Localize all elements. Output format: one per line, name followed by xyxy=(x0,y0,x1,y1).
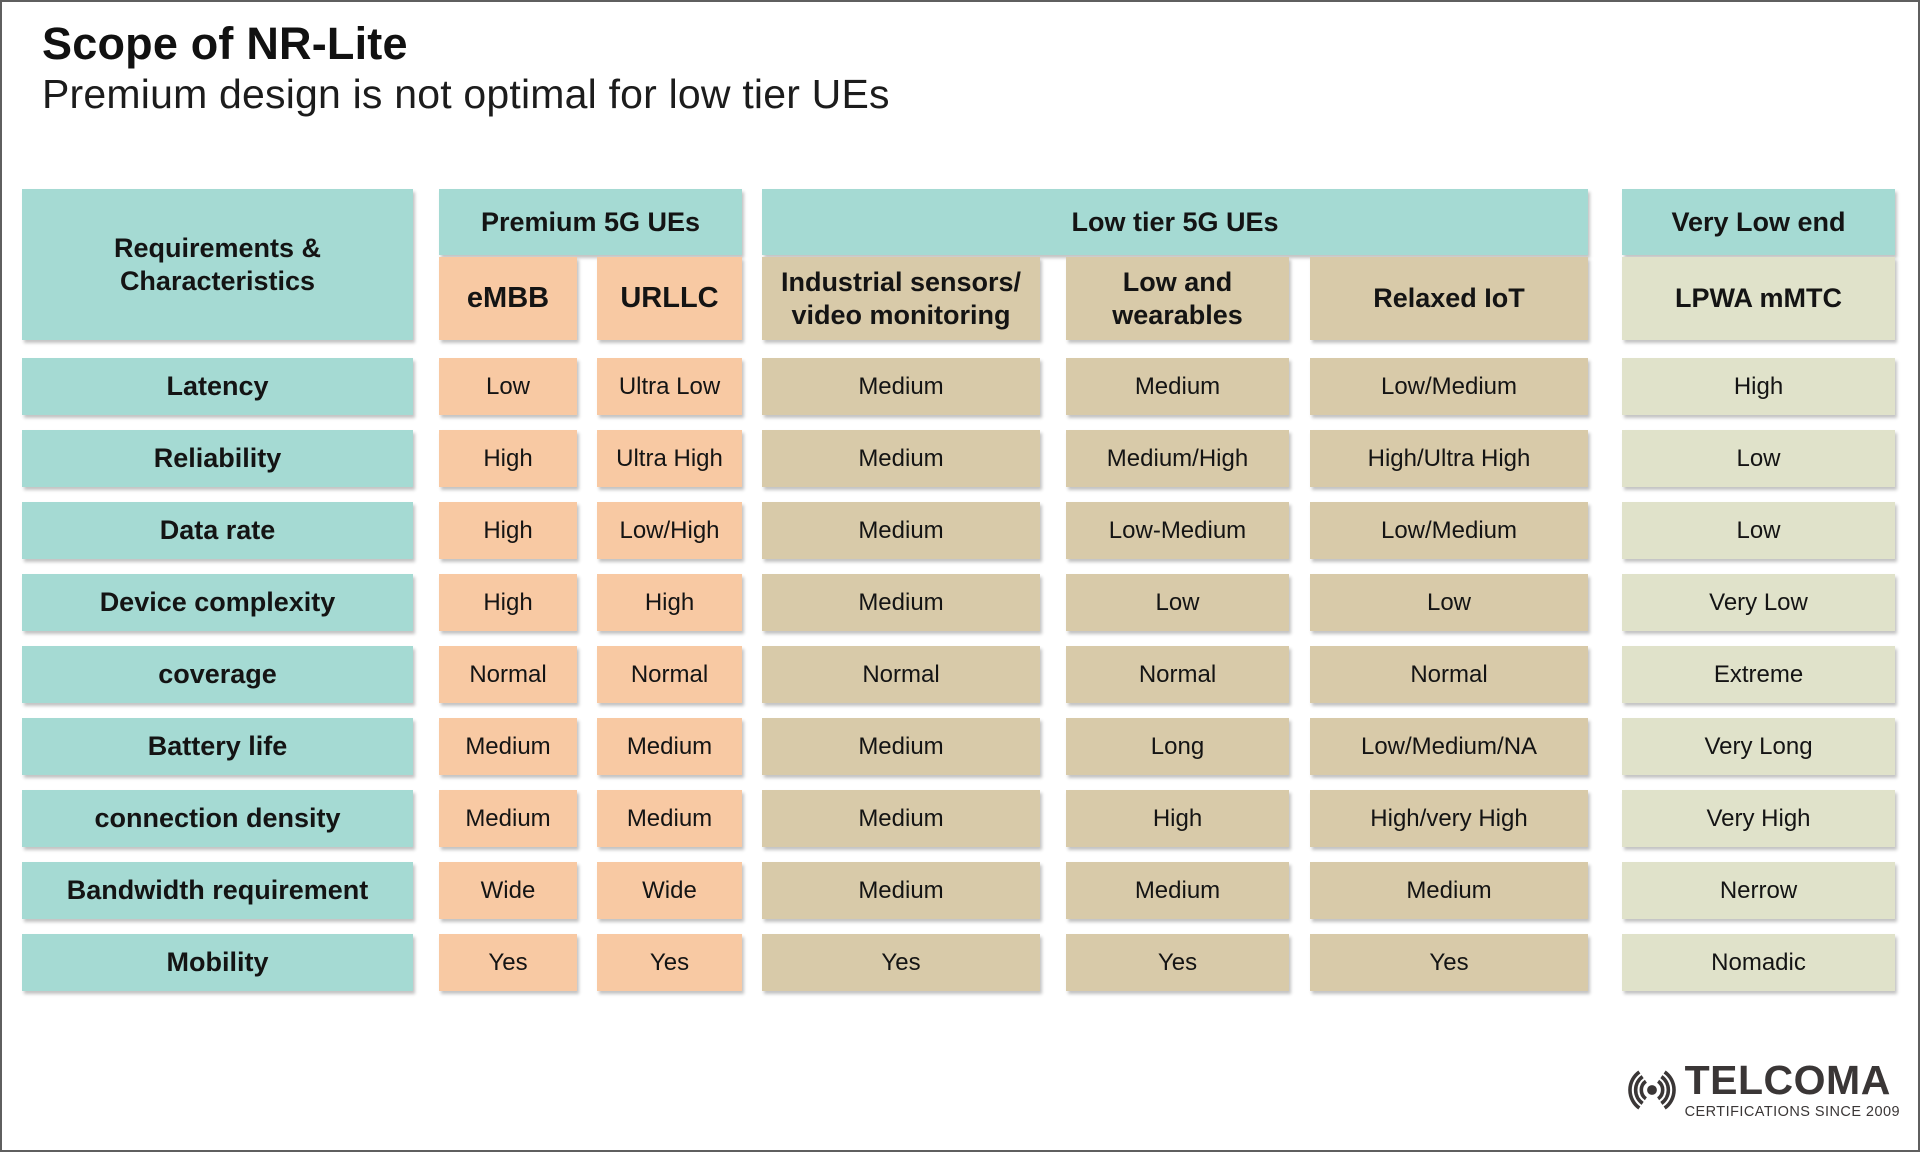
corner-header: Requirements & Characteristics xyxy=(22,189,413,340)
table-cell: Low-Medium xyxy=(1066,502,1289,559)
table-cell: Nerrow xyxy=(1622,862,1895,919)
table-cell: Low/Medium xyxy=(1310,502,1588,559)
table-cell: Low xyxy=(439,358,577,415)
table-cell: Medium xyxy=(762,430,1040,487)
table-cell: High xyxy=(1066,790,1289,847)
table-cell: Ultra High xyxy=(597,430,742,487)
group-header-low-tier-5g-ues: Low tier 5G UEs xyxy=(762,189,1588,255)
row-label-device-complexity: Device complexity xyxy=(22,574,413,631)
table-cell: Medium xyxy=(1066,358,1289,415)
table-cell: Medium xyxy=(762,574,1040,631)
table-cell: Nomadic xyxy=(1622,934,1895,991)
table-cell: High xyxy=(439,502,577,559)
column-header-low-and-wearables: Low and wearables xyxy=(1066,257,1289,340)
table-cell: Yes xyxy=(1066,934,1289,991)
row-label-latency: Latency xyxy=(22,358,413,415)
row-label-mobility: Mobility xyxy=(22,934,413,991)
table-cell: Medium xyxy=(762,358,1040,415)
table-cell: Low xyxy=(1622,502,1895,559)
table-cell: Normal xyxy=(1066,646,1289,703)
table-cell: Very High xyxy=(1622,790,1895,847)
table-cell: High xyxy=(439,574,577,631)
table-cell: Medium xyxy=(762,502,1040,559)
column-header-industrial-sensors-video-monitoring: Industrial sensors/ video monitoring xyxy=(762,257,1040,340)
table-cell: Low/Medium xyxy=(1310,358,1588,415)
table-cell: Low xyxy=(1066,574,1289,631)
row-label-bandwidth-requirement: Bandwidth requirement xyxy=(22,862,413,919)
logo-name: TELCOMA xyxy=(1684,1057,1891,1103)
table-cell: Low/High xyxy=(597,502,742,559)
table-cell: Low/Medium/NA xyxy=(1310,718,1588,775)
logo-text: TELCOMA CERTIFICATIONS SINCE 2009 xyxy=(1684,1057,1900,1121)
table-cell: Wide xyxy=(439,862,577,919)
table-cell: Normal xyxy=(1310,646,1588,703)
column-header-urllc: URLLC xyxy=(597,257,742,340)
table-cell: Medium xyxy=(1310,862,1588,919)
table-cell: Normal xyxy=(762,646,1040,703)
table-cell: Yes xyxy=(1310,934,1588,991)
table-cell: Normal xyxy=(597,646,742,703)
table-cell: Medium xyxy=(439,718,577,775)
table-cell: Medium xyxy=(762,790,1040,847)
group-header-very-low-end: Very Low end xyxy=(1622,189,1895,255)
table-cell: Yes xyxy=(762,934,1040,991)
telcoma-logo: TELCOMA CERTIFICATIONS SINCE 2009 xyxy=(1621,1060,1900,1120)
header: Scope of NR-Lite Premium design is not o… xyxy=(42,18,890,119)
table-cell: Wide xyxy=(597,862,742,919)
table-cell: Medium xyxy=(597,718,742,775)
comparison-table: Requirements & Characteristics Premium 5… xyxy=(22,189,1895,991)
table-cell: High/very High xyxy=(1310,790,1588,847)
table-cell: Medium xyxy=(597,790,742,847)
table-cell: High xyxy=(439,430,577,487)
row-label-connection-density: connection density xyxy=(22,790,413,847)
table-cell: Low xyxy=(1622,430,1895,487)
table-cell: Low xyxy=(1310,574,1588,631)
group-header-premium-5g-ues: Premium 5G UEs xyxy=(439,189,742,255)
table-cell: Medium xyxy=(439,790,577,847)
radio-waves-icon xyxy=(1627,1070,1676,1110)
table-cell: Very Low xyxy=(1622,574,1895,631)
table-cell: Medium xyxy=(762,718,1040,775)
column-header-lpwa-mmtc: LPWA mMTC xyxy=(1622,257,1895,340)
table-cell: High xyxy=(597,574,742,631)
row-label-coverage: coverage xyxy=(22,646,413,703)
page-title: Scope of NR-Lite xyxy=(42,18,408,69)
logo-tagline: CERTIFICATIONS SINCE 2009 xyxy=(1684,1104,1900,1120)
table-cell: Medium/High xyxy=(1066,430,1289,487)
column-header-relaxed-iot: Relaxed IoT xyxy=(1310,257,1588,340)
table-cell: Medium xyxy=(1066,862,1289,919)
table-cell: Very Long xyxy=(1622,718,1895,775)
row-label-data-rate: Data rate xyxy=(22,502,413,559)
table-cell: High xyxy=(1622,358,1895,415)
table-cell: Normal xyxy=(439,646,577,703)
table-cell: Medium xyxy=(762,862,1040,919)
table-cell: Extreme xyxy=(1622,646,1895,703)
table-cell: Long xyxy=(1066,718,1289,775)
table-cell: Yes xyxy=(439,934,577,991)
table-cell: Ultra Low xyxy=(597,358,742,415)
table-cell: Yes xyxy=(597,934,742,991)
page-subtitle: Premium design is not optimal for low ti… xyxy=(42,70,890,117)
table-cell: High/Ultra High xyxy=(1310,430,1588,487)
column-header-embb: eMBB xyxy=(439,257,577,340)
row-label-reliability: Reliability xyxy=(22,430,413,487)
row-label-battery-life: Battery life xyxy=(22,718,413,775)
